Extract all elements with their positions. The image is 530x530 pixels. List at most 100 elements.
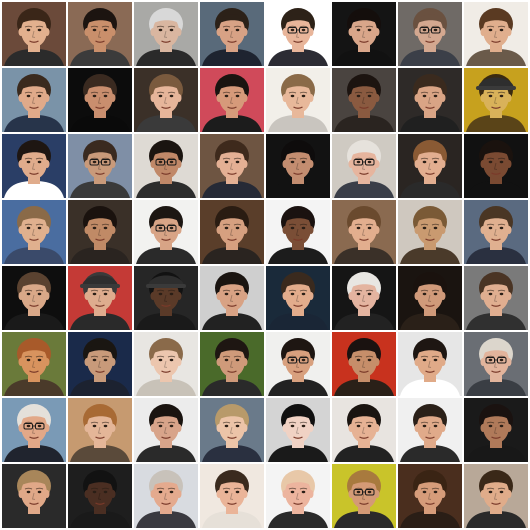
face-thumbnail — [2, 266, 66, 330]
portrait-image — [68, 464, 132, 528]
face-thumbnail — [68, 2, 132, 66]
face-thumbnail — [464, 464, 528, 528]
portrait-image — [266, 68, 330, 132]
face-thumbnail — [464, 398, 528, 462]
portrait-image — [2, 398, 66, 462]
face-thumbnail — [68, 332, 132, 396]
face-thumbnail — [134, 2, 198, 66]
portrait-image — [398, 200, 462, 264]
face-thumbnail — [2, 2, 66, 66]
face-thumbnail — [398, 200, 462, 264]
face-thumbnail — [464, 332, 528, 396]
portrait-image — [2, 2, 66, 66]
face-thumbnail — [200, 266, 264, 330]
portrait-image — [68, 398, 132, 462]
face-thumbnail — [464, 134, 528, 198]
face-thumbnail — [332, 200, 396, 264]
face-thumbnail — [200, 332, 264, 396]
portrait-image — [68, 2, 132, 66]
face-thumbnail — [68, 68, 132, 132]
face-thumbnail — [464, 2, 528, 66]
face-thumbnail — [68, 200, 132, 264]
face-thumbnail — [332, 266, 396, 330]
portrait-image — [134, 2, 198, 66]
face-thumbnail — [464, 266, 528, 330]
face-thumbnail — [398, 464, 462, 528]
face-thumbnail — [266, 332, 330, 396]
face-thumbnail — [398, 134, 462, 198]
portrait-image — [266, 332, 330, 396]
portrait-image — [68, 200, 132, 264]
portrait-image — [134, 464, 198, 528]
face-thumbnail — [266, 464, 330, 528]
face-thumbnail — [266, 200, 330, 264]
face-thumbnail — [266, 398, 330, 462]
face-thumbnail — [332, 68, 396, 132]
face-thumbnail — [134, 200, 198, 264]
portrait-image — [2, 464, 66, 528]
face-thumbnail — [200, 398, 264, 462]
face-thumbnail — [134, 134, 198, 198]
face-thumbnail — [200, 134, 264, 198]
portrait-image — [332, 464, 396, 528]
face-thumbnail — [266, 266, 330, 330]
portrait-image — [464, 134, 528, 198]
portrait-image — [2, 332, 66, 396]
face-thumbnail — [332, 134, 396, 198]
face-thumbnail — [398, 266, 462, 330]
face-thumbnail — [332, 464, 396, 528]
face-thumbnail — [134, 332, 198, 396]
portrait-image — [68, 332, 132, 396]
portrait-image — [68, 68, 132, 132]
face-thumbnail — [398, 332, 462, 396]
portrait-image — [200, 68, 264, 132]
portrait-image — [134, 332, 198, 396]
portrait-image — [134, 398, 198, 462]
face-thumbnail — [68, 464, 132, 528]
portrait-image — [266, 2, 330, 66]
portrait-image — [200, 464, 264, 528]
portrait-image — [332, 68, 396, 132]
face-thumbnail — [398, 398, 462, 462]
portrait-image — [200, 398, 264, 462]
portrait-image — [200, 332, 264, 396]
portrait-image — [464, 464, 528, 528]
portrait-image — [266, 464, 330, 528]
portrait-image — [2, 134, 66, 198]
face-thumbnail — [398, 68, 462, 132]
portrait-image — [266, 200, 330, 264]
face-thumbnail — [2, 68, 66, 132]
portrait-image — [398, 266, 462, 330]
portrait-image — [398, 464, 462, 528]
portrait-image — [332, 134, 396, 198]
face-thumbnail — [398, 2, 462, 66]
portrait-image — [134, 134, 198, 198]
portrait-image — [200, 2, 264, 66]
portrait-image — [464, 332, 528, 396]
portrait-image — [68, 134, 132, 198]
portrait-image — [2, 200, 66, 264]
portrait-image — [68, 266, 132, 330]
face-thumbnail — [200, 200, 264, 264]
face-thumbnail — [464, 200, 528, 264]
portrait-image — [398, 134, 462, 198]
portrait-image — [332, 398, 396, 462]
portrait-image — [332, 200, 396, 264]
portrait-image — [2, 266, 66, 330]
face-thumbnail — [200, 464, 264, 528]
portrait-image — [332, 266, 396, 330]
portrait-image — [332, 332, 396, 396]
face-thumbnail — [68, 398, 132, 462]
face-thumbnail — [200, 68, 264, 132]
portrait-image — [266, 266, 330, 330]
face-thumbnail — [2, 134, 66, 198]
face-thumbnail — [134, 68, 198, 132]
face-thumbnail — [332, 398, 396, 462]
portrait-image — [398, 2, 462, 66]
portrait-image — [464, 68, 528, 132]
portrait-image — [200, 134, 264, 198]
face-thumbnail — [266, 134, 330, 198]
portrait-image — [200, 200, 264, 264]
portrait-image — [464, 398, 528, 462]
